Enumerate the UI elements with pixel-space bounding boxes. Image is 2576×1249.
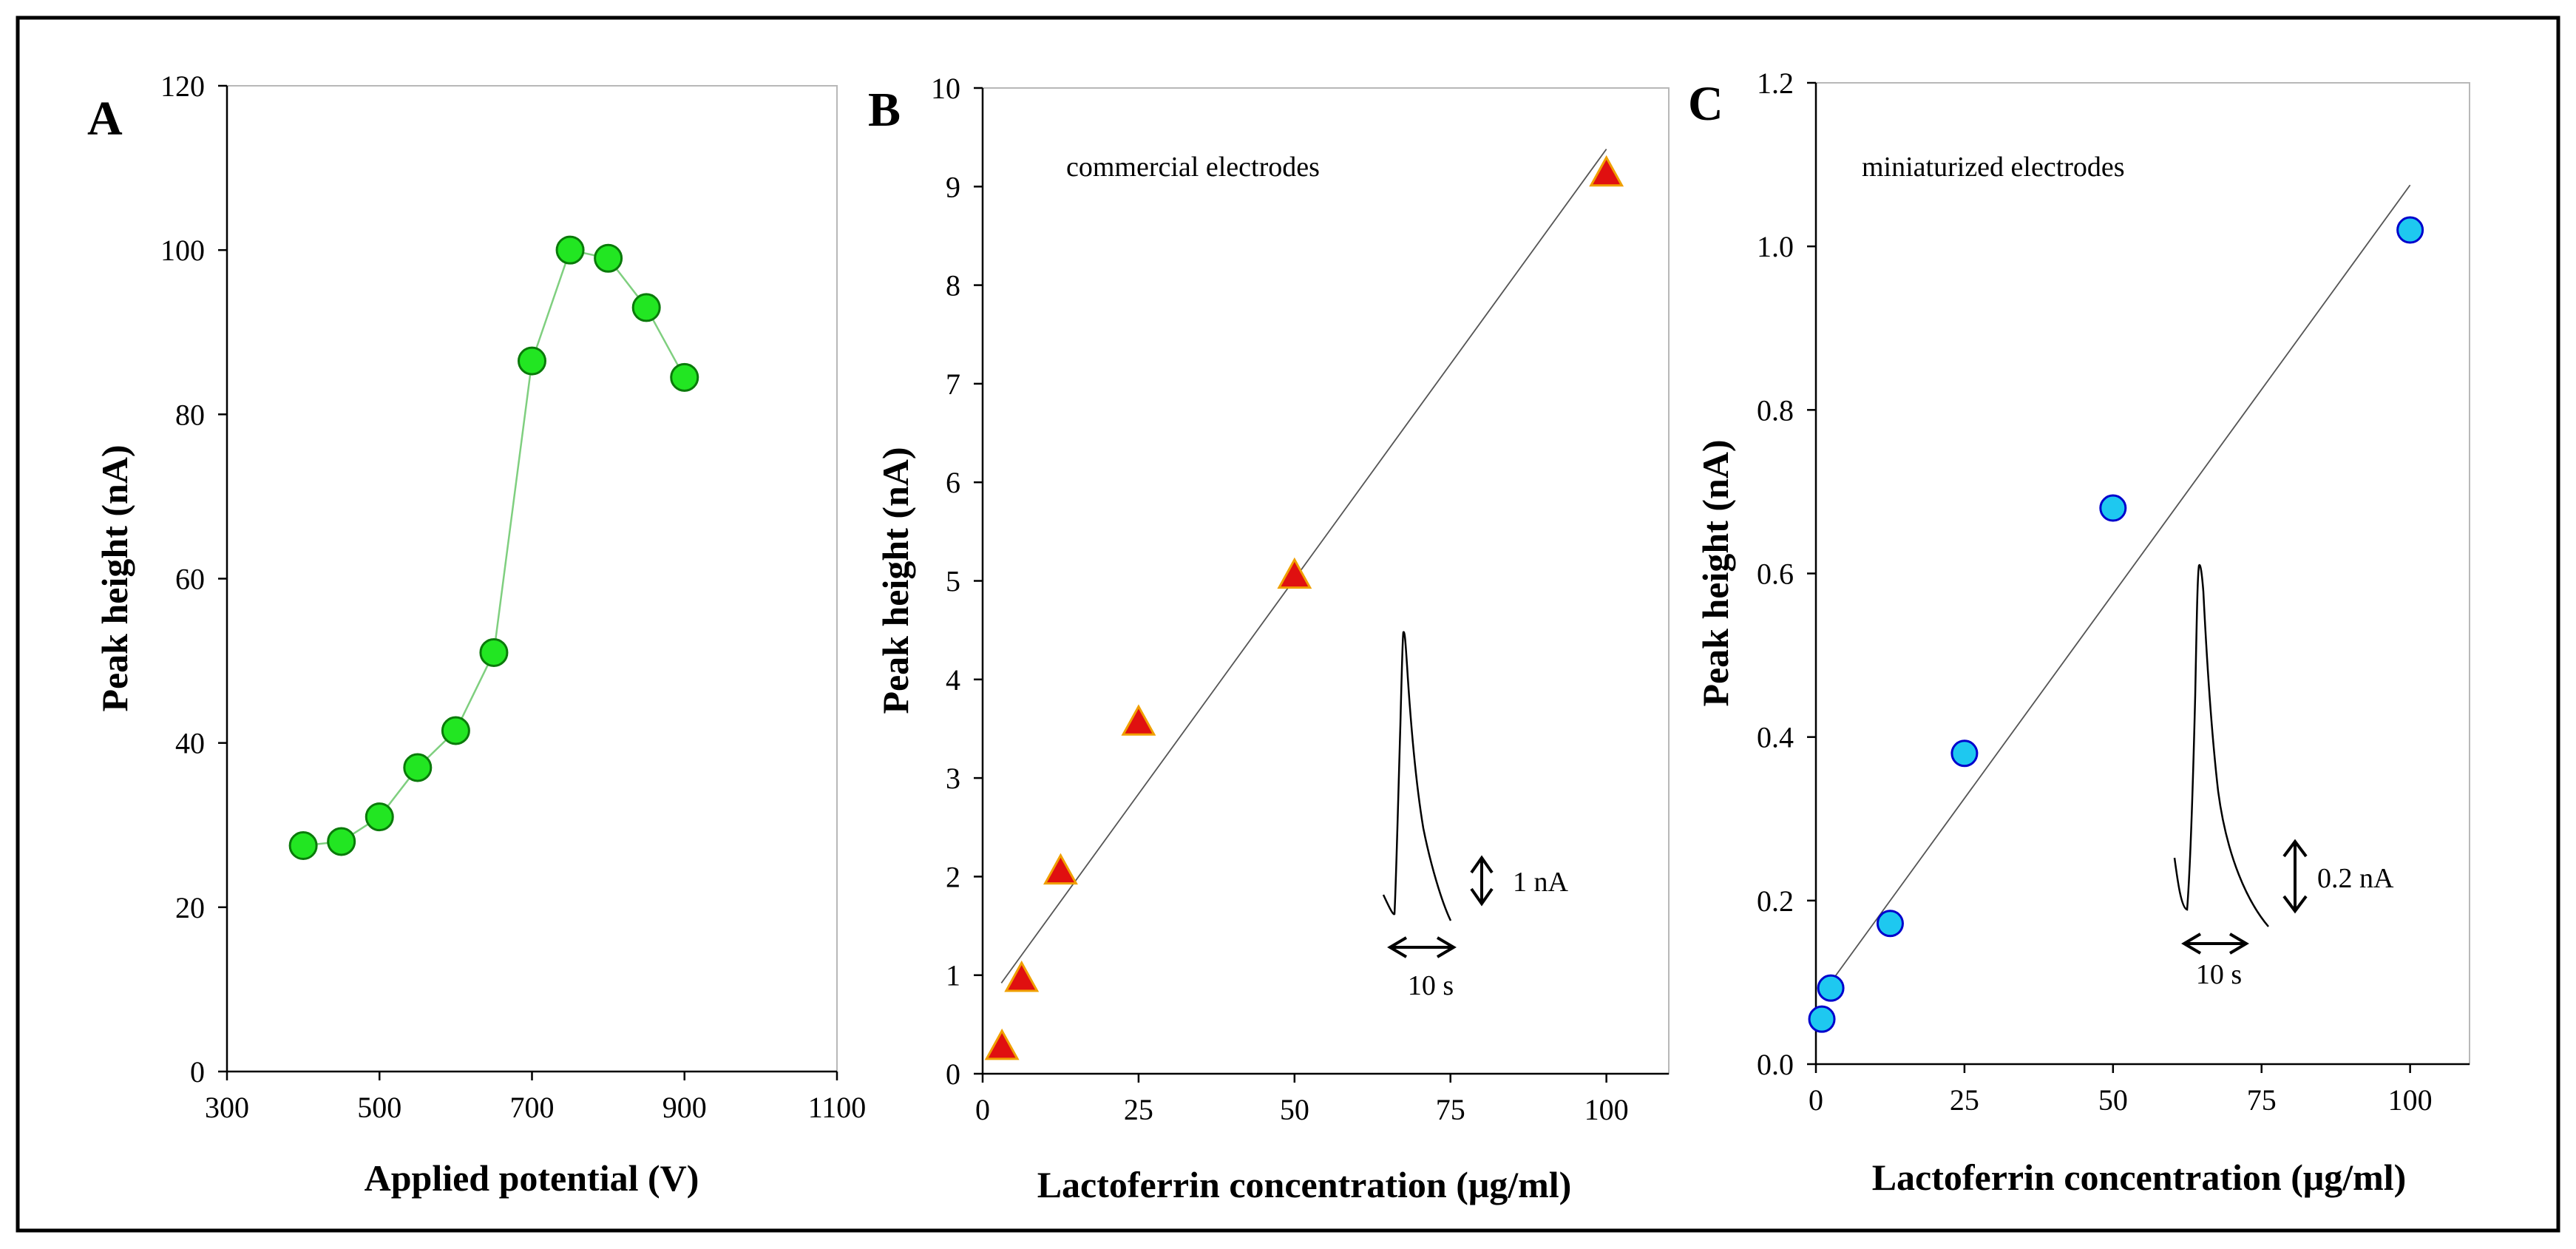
- panel-c-data-point: [1817, 974, 1845, 1002]
- panel-a-x-axis-title: Applied potential (V): [365, 1157, 699, 1199]
- panel-b-y-tick-label: 10: [931, 72, 960, 105]
- panel-b-y-tick-label: 5: [946, 565, 960, 598]
- panel-c-data-point: [2396, 216, 2424, 244]
- panel-b-y-tick-label: 3: [946, 762, 960, 795]
- panel-a-data-point: [670, 362, 699, 392]
- panel-a-y-tick-label: 120: [160, 70, 205, 103]
- panel-c-y-tick-label: 0.2: [1757, 884, 1794, 918]
- panel-a-y-tick-label: 0: [190, 1055, 205, 1089]
- panel-b-y-tick-label: 0: [946, 1057, 960, 1091]
- panel-c-data-point: [1808, 1005, 1836, 1033]
- panel-a-x-tick-label: 700: [510, 1091, 555, 1124]
- panel-a-y-tick-label: 100: [160, 234, 205, 267]
- panel-c-current-scale-arrowhead-up: [2282, 839, 2308, 858]
- panel-a-data-point: [594, 243, 623, 273]
- panel-c-y-tick-label: 0.4: [1757, 721, 1794, 754]
- panel-c-y-tick-label: 1.2: [1757, 67, 1794, 100]
- panel-b-x-tick-label: 25: [1124, 1093, 1153, 1126]
- panel-a-data-point: [403, 753, 433, 782]
- panel-b-letter: B: [868, 83, 901, 137]
- chart-panel-a: A 300 500 700 900 1100 0 20 40 60 80 100 120 Applie…: [87, 70, 866, 1199]
- panel-b-data-point: [984, 1028, 1020, 1060]
- panel-a-data-point: [441, 716, 470, 745]
- panel-a-x-tick-label: 500: [357, 1091, 401, 1124]
- panel-b-data-point: [1277, 557, 1312, 589]
- panel-b-inset: 1 nA 10 s: [1382, 631, 1569, 1001]
- panel-b-x-tick-label: 50: [1280, 1093, 1309, 1126]
- panel-a-x-tick-label: 900: [662, 1091, 707, 1124]
- panel-c-current-scale-label: 0.2 nA: [2317, 863, 2394, 894]
- panel-a-data-point: [288, 831, 318, 861]
- panel-b-x-tick-label: 0: [975, 1093, 990, 1126]
- panel-c-data-point: [1876, 910, 1904, 938]
- panel-b-fit-line: [1000, 149, 1607, 984]
- panel-a-letter: A: [87, 92, 123, 146]
- panel-c-y-tick-label: 0.0: [1757, 1048, 1794, 1081]
- panel-b-y-tick-label: 8: [946, 269, 960, 302]
- panel-c-x-tick-label: 25: [1950, 1083, 1979, 1117]
- panel-c-x-tick-label: 100: [2388, 1083, 2433, 1117]
- panel-b-y-tick-label: 9: [946, 170, 960, 203]
- panel-c-fit-line: [1821, 184, 2411, 995]
- panel-c-y-tick-label: 0.8: [1757, 393, 1794, 427]
- panel-a-data-point: [631, 293, 661, 322]
- panel-a-x-tick-label: 1100: [808, 1091, 867, 1124]
- panel-b-y-axis-title: Peak height (nA): [875, 447, 916, 714]
- panel-b-time-scale-arrowhead-right: [1436, 936, 1457, 958]
- panel-b-x-tick-label: 100: [1584, 1093, 1629, 1126]
- panel-b-time-scale-label: 10 s: [1408, 970, 1454, 1001]
- panel-b-data-point: [1043, 853, 1078, 885]
- panel-b-x-tick-label: 75: [1436, 1093, 1465, 1126]
- panel-c-x-tick-label: 75: [2247, 1083, 2277, 1117]
- panel-c-time-scale-label: 10 s: [2196, 959, 2242, 990]
- panel-b-data-point: [1004, 960, 1040, 992]
- panel-b-data-point: [1121, 704, 1156, 736]
- panel-b-current-scale-arrowhead-down: [1470, 887, 1494, 907]
- panel-b-y-tick-label: 2: [946, 860, 960, 893]
- panel-b-x-axis-title: Lactoferrin concentration (μg/ml): [1037, 1164, 1572, 1205]
- chart-panel-b: B commercial electrodes 0 25 50 75 100 0 1 2 3 4 5…: [868, 72, 1670, 1205]
- panel-b-y-tick-label: 1: [946, 959, 960, 992]
- panel-c-time-scale-arrowhead-right: [2228, 932, 2249, 955]
- panel-a-y-tick-label: 60: [175, 563, 205, 596]
- panel-b-y-tick-label: 7: [946, 368, 960, 401]
- panel-b-y-tick-label: 4: [946, 663, 960, 697]
- panel-a-data-point: [365, 802, 394, 832]
- chart-panel-c: C miniaturized electrodes 0 25 50 75 100 0.0 0…: [1688, 67, 2470, 1198]
- panel-a-data-point: [479, 637, 509, 667]
- panel-b-current-scale-label: 1 nA: [1513, 867, 1569, 898]
- panel-c-x-tick-label: 0: [1809, 1083, 1823, 1117]
- panel-b-data-point: [1589, 155, 1624, 187]
- panel-c-annotation: miniaturized electrodes: [1862, 152, 2125, 183]
- panel-a-data-point: [327, 827, 356, 856]
- panel-a-y-axis-title: Peak height (nA): [94, 444, 135, 711]
- panel-c-inset-peak-trace: [2173, 563, 2269, 927]
- panel-b-y-tick-label: 6: [946, 466, 960, 499]
- panel-c-x-axis-title: Lactoferrin concentration (μg/ml): [1872, 1157, 2407, 1198]
- panel-a-y-tick-label: 20: [175, 891, 205, 924]
- panel-c-time-scale-arrowhead-left: [2181, 932, 2202, 955]
- panel-c-data-point: [1950, 739, 1979, 768]
- panel-c-inset: 0.2 nA 10 s: [2173, 563, 2394, 990]
- panel-c-current-scale-arrowhead-down: [2282, 895, 2308, 914]
- panel-c-y-tick-label: 1.0: [1757, 230, 1794, 263]
- panel-a-data-point: [518, 346, 546, 376]
- panel-a-y-tick-label: 40: [175, 727, 205, 760]
- panel-c-letter: C: [1688, 77, 1723, 131]
- panel-b-current-scale-arrowhead-up: [1470, 855, 1494, 874]
- panel-b-inset-peak-trace: [1382, 631, 1452, 921]
- panel-b-annotation: commercial electrodes: [1066, 152, 1320, 183]
- panel-c-y-tick-label: 0.6: [1757, 558, 1794, 591]
- panel-a-y-tick-label: 80: [175, 398, 205, 431]
- panel-b-time-scale-arrowhead-left: [1387, 936, 1408, 958]
- panel-c-x-tick-label: 50: [2098, 1083, 2128, 1117]
- panel-a-data-point: [555, 235, 585, 265]
- figure-border: [16, 16, 2560, 1233]
- panel-a-x-tick-label: 300: [205, 1091, 249, 1124]
- panel-c-data-point: [2099, 494, 2127, 522]
- panel-c-y-axis-title: Peak height (nA): [1695, 439, 1736, 706]
